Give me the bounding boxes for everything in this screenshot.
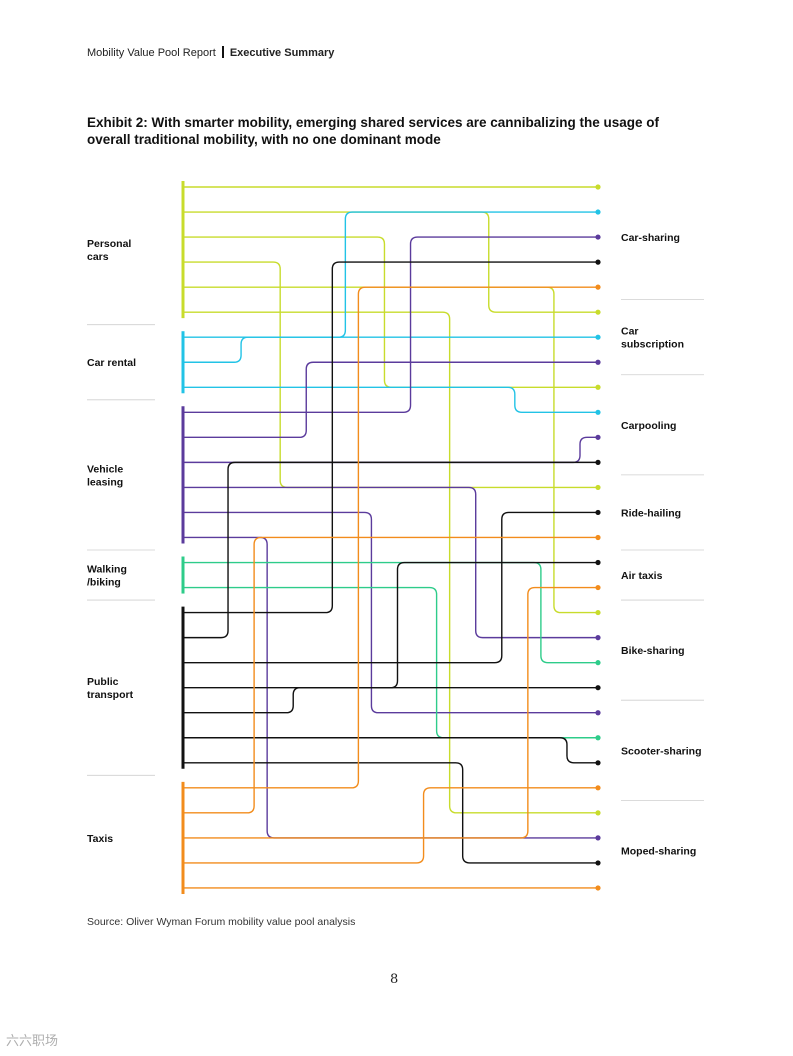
- source-label-walking-biking: Walking/biking: [87, 564, 127, 589]
- header-divider: [221, 46, 224, 58]
- flow-end-dot-moped-sharing: [595, 810, 601, 816]
- flow-end-dot-bike-sharing: [595, 609, 601, 616]
- flow-end-dot-scooter-sharing: [595, 760, 601, 766]
- flow-end-dot-scooter-sharing: [595, 785, 601, 791]
- flow-end-dot-carpooling: [595, 409, 601, 415]
- flow-public-transport-to-ride-hailing: [183, 511, 598, 664]
- flow-vehicle-leasing-to-scooter-sharing: [183, 511, 598, 714]
- flow-end-dot-bike-sharing: [595, 685, 601, 691]
- flow-public-transport-to-moped-sharing: [183, 762, 598, 864]
- flow-end-dot-scooter-sharing: [595, 735, 601, 741]
- flow-end-dot-car-sharing: [595, 234, 601, 240]
- flow-public-transport-to-air-taxis: [183, 561, 598, 689]
- flow-end-dot-bike-sharing: [595, 660, 601, 666]
- source-note: Source: Oliver Wyman Forum mobility valu…: [87, 916, 356, 928]
- flow-end-dot-carpooling: [595, 434, 601, 440]
- flow-end-dot-moped-sharing: [595, 835, 601, 841]
- flow-end-dot-bike-sharing: [595, 635, 601, 641]
- flow-taxis-to-scooter-sharing: [183, 787, 598, 864]
- flow-end-dot-ride-hailing: [595, 509, 601, 516]
- exhibit-title: Exhibit 2: With smarter mobility, emergi…: [87, 115, 660, 147]
- source-label-vehicle-leasing: Vehicle leasing: [87, 463, 123, 488]
- target-label-carpooling: Carpooling: [621, 420, 676, 432]
- flow-public-transport-to-car-sharing: [183, 261, 598, 614]
- flow-public-transport-to-scooter-sharing: [183, 737, 598, 764]
- flow-end-dot-ride-hailing: [595, 534, 601, 541]
- flow-end-dot-car-subscription: [595, 334, 601, 340]
- flow-vehicle-leasing-to-carpooling: [183, 436, 598, 464]
- flow-taxis-to-air-taxis: [183, 586, 598, 839]
- flow-end-dot-scooter-sharing: [595, 710, 601, 716]
- flow-end-dot-carpooling: [595, 459, 601, 465]
- flow-end-dot-car-sharing: [595, 209, 601, 215]
- report-name: Mobility Value Pool Report: [87, 47, 216, 59]
- page-header: Mobility Value Pool Report Executive Summ…: [87, 46, 334, 59]
- target-label-moped-sharing: Moped-sharing: [621, 845, 696, 857]
- flow-vehicle-leasing-to-car-subscription: [183, 361, 598, 439]
- flow-end-dot-car-subscription: [595, 309, 601, 315]
- page-number: 8: [390, 972, 399, 987]
- flow-end-dot-car-sharing: [595, 259, 601, 265]
- section-name: Executive Summary: [229, 47, 335, 59]
- flow-taxis-to-ride-hailing: [183, 536, 598, 814]
- flow-car-rental-to-car-subscription: [183, 336, 598, 363]
- target-label-car-sharing: Car-sharing: [621, 232, 680, 244]
- flow-vehicle-leasing-to-car-sharing: [183, 236, 598, 414]
- flow-car-rental-to-car-sharing: [183, 211, 598, 338]
- flow-end-dot-carpooling: [595, 384, 601, 390]
- flow-end-dot-moped-sharing: [595, 860, 601, 866]
- flow-car-rental-to-carpooling: [183, 386, 598, 414]
- flow-end-dot-air-taxis: [595, 559, 601, 566]
- flow-personal-cars-to-bike-sharing: [183, 286, 598, 614]
- flow-end-dot-car-sharing: [595, 284, 601, 290]
- flow-personal-cars-to-ride-hailing: [183, 261, 598, 489]
- target-label-ride-hailing: Ride-hailing: [621, 507, 681, 519]
- flow-end-dot-moped-sharing: [595, 885, 601, 891]
- source-label-public-transport: Public transport: [87, 676, 134, 701]
- flow-public-transport-to-carpooling: [183, 461, 598, 639]
- flow-end-dot-air-taxis: [595, 584, 601, 591]
- flow-public-transport-to-bike-sharing: [183, 686, 598, 714]
- flow-end-dot-car-subscription: [595, 359, 601, 365]
- source-label-personal-cars: Personal cars: [87, 238, 131, 263]
- flow-end-dot-car-sharing: [595, 184, 601, 190]
- flow-end-dot-ride-hailing: [595, 484, 601, 491]
- source-label-taxis: Taxis: [87, 833, 113, 845]
- source-label-car-rental: Car rental: [87, 357, 136, 369]
- target-label-car-subscription: Car subscription: [621, 326, 684, 351]
- target-label-scooter-sharing: Scooter-sharing: [621, 745, 702, 757]
- watermark: 六六职场: [6, 1033, 59, 1048]
- target-label-air-taxis: Air taxis: [621, 570, 663, 582]
- target-label-bike-sharing: Bike-sharing: [621, 645, 685, 657]
